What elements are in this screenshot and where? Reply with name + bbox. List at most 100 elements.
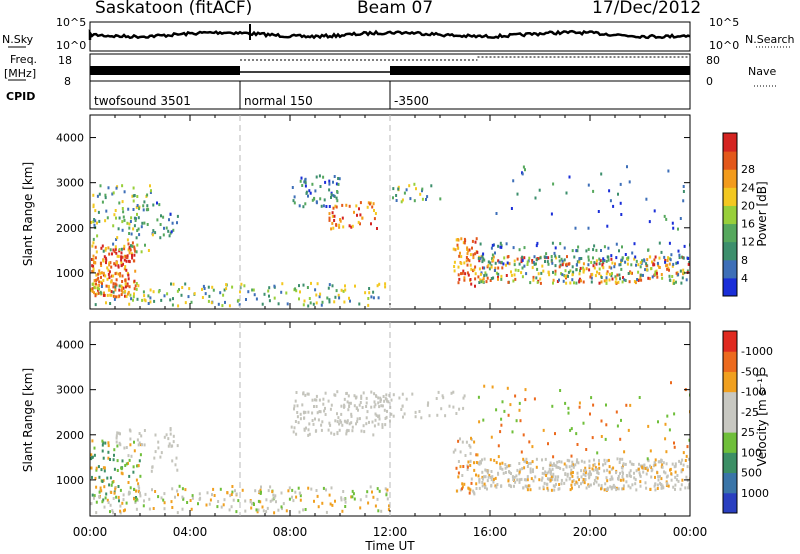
cpid-label: CPID bbox=[6, 90, 35, 103]
echo-cell bbox=[605, 276, 608, 280]
y-tick-label: 2000 bbox=[56, 429, 84, 442]
echo-cell bbox=[685, 454, 688, 458]
echo-cell bbox=[125, 501, 128, 505]
echo-cell bbox=[512, 478, 515, 481]
cpid-segment-label: -3500 bbox=[394, 94, 429, 108]
echo-cell bbox=[365, 494, 368, 498]
echo-cell bbox=[567, 274, 569, 278]
echo-cell bbox=[365, 396, 368, 400]
echo-cell bbox=[392, 196, 394, 200]
colorbar-cell bbox=[723, 277, 737, 297]
echo-cell bbox=[102, 478, 105, 482]
echo-cell bbox=[127, 492, 130, 496]
echo-cell bbox=[457, 460, 460, 463]
echo-cell bbox=[106, 266, 109, 270]
echo-cell bbox=[430, 184, 433, 188]
echo-cell bbox=[359, 401, 362, 404]
echo-cell bbox=[126, 292, 129, 296]
echo-cell bbox=[554, 246, 557, 250]
power-ylabel: Slant Range [km] bbox=[21, 162, 35, 266]
echo-cell bbox=[253, 503, 255, 506]
echo-cell bbox=[551, 241, 554, 245]
echo-cell bbox=[617, 280, 620, 284]
echo-cell bbox=[582, 478, 585, 481]
echo-cell bbox=[563, 462, 566, 466]
echo-cell bbox=[121, 459, 124, 463]
echo-cell bbox=[554, 272, 557, 276]
echo-cell bbox=[109, 302, 112, 305]
echo-cell bbox=[642, 470, 645, 474]
echo-cell bbox=[131, 241, 134, 245]
echo-cell bbox=[104, 248, 107, 252]
echo-cell bbox=[667, 484, 670, 488]
echo-cell bbox=[481, 481, 484, 484]
echo-cell bbox=[231, 490, 234, 494]
echo-cell bbox=[244, 499, 247, 503]
echo-cell bbox=[572, 479, 575, 483]
echo-cell bbox=[351, 224, 354, 228]
echo-cell bbox=[336, 190, 339, 193]
echo-cell bbox=[94, 245, 97, 249]
echo-cell bbox=[463, 278, 466, 282]
echo-cell bbox=[673, 445, 676, 449]
echo-cell bbox=[549, 461, 552, 465]
echo-cell bbox=[513, 273, 516, 277]
echo-cell bbox=[118, 201, 121, 205]
echo-cell bbox=[529, 281, 532, 285]
echo-cell bbox=[245, 298, 247, 301]
colorbar-cell bbox=[723, 452, 737, 474]
echo-cell bbox=[293, 201, 296, 205]
echo-cell bbox=[639, 480, 642, 484]
nsky-label: N.Sky bbox=[2, 33, 34, 46]
echo-cell bbox=[388, 393, 391, 397]
echo-cell bbox=[621, 466, 624, 470]
echo-cell bbox=[212, 487, 215, 491]
echo-cell bbox=[525, 478, 528, 482]
echo-cell bbox=[478, 486, 481, 490]
echo-cell bbox=[588, 475, 591, 478]
echo-cell bbox=[115, 216, 117, 220]
echo-cell bbox=[581, 480, 584, 484]
colorbar-cell bbox=[723, 492, 737, 514]
echo-cell bbox=[574, 226, 577, 230]
echo-cell bbox=[346, 400, 349, 404]
echo-cell bbox=[122, 493, 125, 497]
echo-cell bbox=[589, 473, 592, 477]
echo-cell bbox=[563, 274, 566, 278]
echo-cell bbox=[657, 475, 660, 479]
echo-cell bbox=[311, 198, 314, 202]
echo-cell bbox=[507, 479, 510, 483]
echo-cell bbox=[133, 497, 136, 501]
echo-cell bbox=[357, 408, 359, 412]
echo-cell bbox=[646, 468, 649, 472]
velocity-data bbox=[90, 381, 690, 515]
echo-cell bbox=[124, 285, 127, 289]
echo-cell bbox=[293, 404, 296, 408]
echo-cell bbox=[265, 498, 268, 502]
echo-cell bbox=[250, 506, 253, 510]
echo-cell bbox=[381, 423, 384, 427]
echo-cell bbox=[163, 435, 166, 439]
echo-cell bbox=[662, 461, 665, 465]
echo-cell bbox=[128, 222, 131, 226]
echo-cell bbox=[304, 393, 307, 397]
echo-cell bbox=[347, 394, 350, 398]
echo-cell bbox=[497, 266, 500, 270]
echo-cell bbox=[466, 248, 469, 251]
echo-cell bbox=[501, 461, 504, 465]
echo-cell bbox=[94, 261, 97, 265]
echo-cell bbox=[312, 422, 315, 426]
echo-cell bbox=[103, 485, 106, 489]
echo-cell bbox=[439, 197, 442, 201]
echo-cell bbox=[365, 416, 368, 420]
echo-cell bbox=[562, 468, 565, 472]
echo-cell bbox=[334, 419, 337, 423]
echo-cell bbox=[111, 192, 114, 196]
echo-cell bbox=[392, 414, 395, 418]
echo-cell bbox=[588, 470, 591, 474]
echo-cell bbox=[518, 408, 521, 412]
echo-cell bbox=[571, 474, 574, 478]
echo-cell bbox=[578, 280, 581, 284]
echo-cell bbox=[452, 405, 455, 409]
echo-cell bbox=[605, 488, 608, 491]
